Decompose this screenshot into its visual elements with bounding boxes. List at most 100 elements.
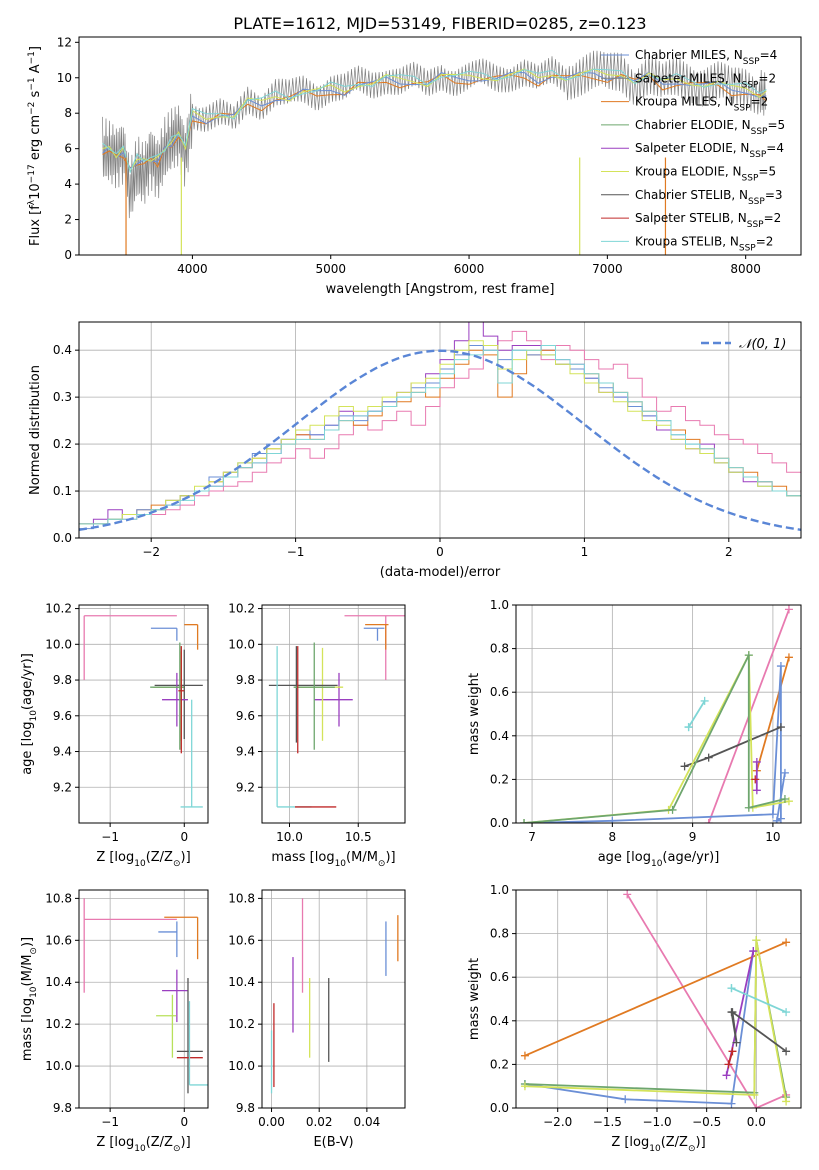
- histogram-series: [79, 345, 801, 525]
- label-part: )]: [181, 1135, 191, 1150]
- y-tick-label: 0.4: [53, 343, 72, 357]
- x-tick-label: 1: [581, 545, 589, 559]
- y-tick-label: 10.8: [45, 891, 72, 905]
- label-part: −1: [27, 51, 37, 64]
- label-part: (M/M: [20, 955, 35, 987]
- weight-series-line: [626, 893, 787, 1108]
- label-part: )]: [385, 850, 395, 865]
- label-part: λ: [27, 199, 37, 205]
- y-tick-label: 10.0: [45, 637, 72, 651]
- y-tick-label: 1.0: [490, 883, 509, 897]
- weight-point-marker: [782, 1008, 791, 1017]
- label-part: mass [log: [271, 850, 334, 865]
- x-tick-label: −2.0: [543, 1115, 572, 1129]
- axes-frame: [78, 36, 802, 256]
- y-tick-label: 0.4: [490, 729, 509, 743]
- histogram-series: [79, 340, 801, 525]
- x-axis-label: Z [log10(Z/Z⊙)]: [611, 1135, 705, 1154]
- label-part: Z [log: [96, 1135, 134, 1150]
- label-part: erg cm: [28, 115, 43, 164]
- label-part: )]: [696, 1135, 706, 1150]
- x-tick-label: −1: [287, 545, 305, 559]
- y-axis-label: mass weight: [467, 958, 482, 1040]
- y-tick-label: 12: [57, 35, 72, 49]
- label-part: Flux [f: [28, 205, 43, 246]
- x-tick-label: 4000: [177, 262, 208, 276]
- x-tick-label: 8000: [730, 262, 761, 276]
- plots: 4000 5000 6000 7000 8000024681012wavelength …: [20, 35, 802, 1154]
- label-part: ]: [28, 46, 43, 51]
- label-part: −2: [27, 102, 37, 115]
- label-part: s: [28, 90, 43, 101]
- legend-count: =4: [766, 141, 784, 155]
- weight-point-marker: [782, 1097, 791, 1106]
- figure-title: PLATE=1612, MJD=53149, FIBERID=0285, z=0…: [233, 14, 646, 33]
- label-part: (Z/Z: [661, 1135, 688, 1150]
- legend-subscript: SSP: [734, 104, 751, 114]
- x-tick-label: 0.00: [258, 1115, 285, 1129]
- label-part: ⊙: [173, 859, 181, 869]
- x-tick-label: 6000: [454, 262, 485, 276]
- x-tick-label: 9: [689, 830, 697, 844]
- x-tick-label: 0.04: [354, 1115, 381, 1129]
- y-tick-label: 0.3: [53, 390, 72, 404]
- weight-point-marker: [784, 653, 793, 662]
- legend-subscript: SSP: [743, 57, 760, 67]
- weight-point-marker: [623, 890, 632, 899]
- y-tick-label: 9.8: [53, 1101, 72, 1115]
- weight-point-marker: [680, 762, 689, 771]
- label-part: 10: [134, 1144, 146, 1154]
- weight-series-line: [687, 700, 706, 728]
- weight-point-marker: [727, 1099, 736, 1108]
- x-tick-label: 7: [528, 830, 536, 844]
- legend: 𝒩(0, 1): [701, 337, 786, 352]
- x-tick-label: 2: [725, 545, 733, 559]
- label-part: ⊙: [688, 1144, 696, 1154]
- x-axis-label: Z [log10(Z/Z⊙)]: [96, 850, 190, 869]
- x-tick-label: 10.5: [345, 830, 372, 844]
- y-tick-label: 0.0: [490, 1101, 509, 1115]
- weight-series-line: [523, 665, 786, 823]
- label-part: age [log: [598, 850, 651, 865]
- legend-subscript: SSP: [749, 150, 766, 160]
- chart-ebv_vs_mass: 0.00 0.02 0.04 9.8 10.0 10.2 10.4 10.6 10.8 E(B-V…: [228, 889, 406, 1150]
- weight-point-marker: [780, 768, 789, 777]
- weight-point-marker: [744, 803, 753, 812]
- y-tick-label: 10.0: [228, 1059, 255, 1073]
- label-part: 10: [28, 183, 43, 200]
- observed-spectrum-line: [102, 50, 766, 219]
- legend-count: =2: [751, 95, 769, 109]
- x-axis-label: mass [log10(M/M⊙)]: [271, 850, 395, 869]
- y-tick-label: 10: [57, 71, 72, 85]
- label-part: −17: [27, 164, 37, 183]
- label-part: (Z/Z: [146, 850, 173, 865]
- y-tick-label: 10.2: [228, 602, 255, 616]
- legend-count: =5: [767, 118, 785, 132]
- legend-count: =2: [764, 211, 782, 225]
- weight-point-marker: [784, 605, 793, 614]
- y-tick-label: 0.2: [53, 437, 72, 451]
- weight-series-line: [524, 939, 787, 1102]
- legend-subscript: SSP: [748, 197, 765, 207]
- chart-spectrum: 4000 5000 6000 7000 8000 0 2 4 6 8 10 12 wavelength …: [27, 35, 802, 297]
- weight-point-marker: [776, 723, 785, 732]
- x-tick-label: 10.0: [276, 830, 303, 844]
- legend-subscript: SSP: [742, 174, 759, 184]
- weight-point-marker: [780, 795, 789, 804]
- y-tick-label: 10.0: [228, 637, 255, 651]
- x-tick-label: −1.5: [593, 1115, 622, 1129]
- plot-area: [79, 605, 208, 823]
- legend-count: =4: [760, 48, 778, 62]
- legend-item: 𝒩(0, 1): [739, 337, 786, 352]
- y-tick-label: 0.1: [53, 484, 72, 498]
- weight-point-marker: [752, 757, 761, 766]
- plot-area: [262, 605, 405, 823]
- label-part: 10: [29, 986, 39, 998]
- y-tick-label: 10.6: [228, 933, 255, 947]
- label-part: 10: [651, 859, 663, 869]
- model-spectrum-line: [102, 71, 767, 169]
- y-tick-label: 0.0: [490, 816, 509, 830]
- histogram-series: [79, 330, 801, 525]
- x-axis-label: wavelength [Angstrom, rest frame]: [326, 282, 555, 297]
